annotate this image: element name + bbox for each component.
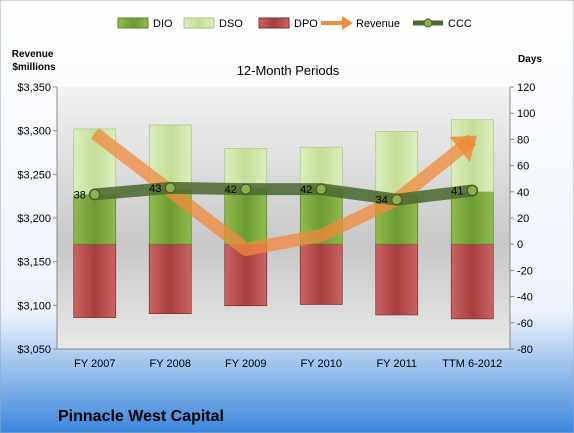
y-right-tick-label: -60 [517,318,533,330]
y-left-axis-title: Revenue $millions [12,49,56,73]
ccc-point [315,183,327,195]
y-right-tick-label: -40 [517,292,533,304]
legend-dpo-swatch [258,17,290,29]
y-left-tick-label: $3,200 [17,213,51,225]
legend-revenue-label: Revenue [356,18,400,30]
bar-dio [73,194,117,245]
bar-dpo [450,243,494,320]
y-right-tick-label: -20 [517,265,533,277]
y-right-tick-label: 80 [517,134,529,146]
ccc-data-label: 34 [376,195,388,207]
legend-dio-swatch [117,17,149,29]
y-left-tick-label: $3,300 [17,126,51,138]
y-right-tick-label: -80 [517,344,533,356]
bar-dpo [73,243,117,318]
x-tick-label: FY 2010 [301,358,342,370]
y-left-tick-label: $3,100 [17,300,51,312]
ccc-point [466,184,478,196]
ccc-data-label: 38 [74,189,86,201]
bar-dpo [375,243,419,316]
lines-layer: 38 43 42 42 34 41 [74,128,479,256]
x-tick-label: FY 2007 [74,358,115,370]
ccc-data-label: 42 [300,184,312,196]
y-right-tick-label: 20 [517,213,529,225]
legend-revenue-arrowhead [342,16,353,30]
bar-dpo [148,243,192,314]
y-left-tick-label: $3,250 [17,169,51,181]
y-left-axis-title-line-2: $millions [12,62,56,73]
legend-dso-swatch [183,17,215,29]
axes-layer: $3,050 $3,100 $3,150 $3,200 $3,250 $3,300 $3,3… [17,82,535,370]
ccc-point [391,194,403,206]
revenue-line [90,128,477,256]
y-right-tick-label: 60 [517,161,529,173]
legend-dio-label: DIO [153,18,173,30]
legend-dpo-label: DPO [294,18,318,30]
ccc-data-label: 41 [451,185,463,197]
chart-title: 12-Month Periods [237,63,340,78]
ccc-line [88,181,479,206]
x-tick-label: FY 2009 [225,358,266,370]
legend-dso-label: DSO [219,18,243,30]
y-left-axis-title-line-1: Revenue [12,49,54,60]
y-right-tick-label: 0 [517,239,523,251]
bar-dpo [299,243,343,305]
y-left-tick-label: $3,050 [17,344,51,356]
x-tick-label: FY 2011 [376,358,417,370]
plot-area [57,87,510,349]
x-tick-label: TTM 6-2012 [442,358,502,370]
y-left-tick-label: $3,350 [17,82,51,94]
revenue-arrowhead [449,135,477,162]
legend-ccc-label: CCC [448,18,472,30]
bar-dso [224,148,268,189]
ccc-point [164,182,176,194]
ccc-point [89,188,101,200]
company-name: Pinnacle West Capital [58,408,224,425]
x-tick-label: FY 2008 [150,358,191,370]
bar-dio [224,187,268,245]
legend: DIO DSO DPO Revenue CCC [117,16,472,30]
y-right-tick-label: 40 [517,187,529,199]
ccc-data-label: 43 [149,183,161,195]
y-right-tick-label: 120 [517,82,535,94]
ccc-point [240,183,252,195]
legend-ccc-marker [423,18,433,28]
bar-dso [299,146,343,189]
y-left-tick-label: $3,150 [17,257,51,269]
ccc-data-label: 42 [225,184,237,196]
bar-dio [450,191,494,245]
y-right-tick-label: 100 [517,108,535,120]
y-right-axis-title: Days [518,54,542,65]
